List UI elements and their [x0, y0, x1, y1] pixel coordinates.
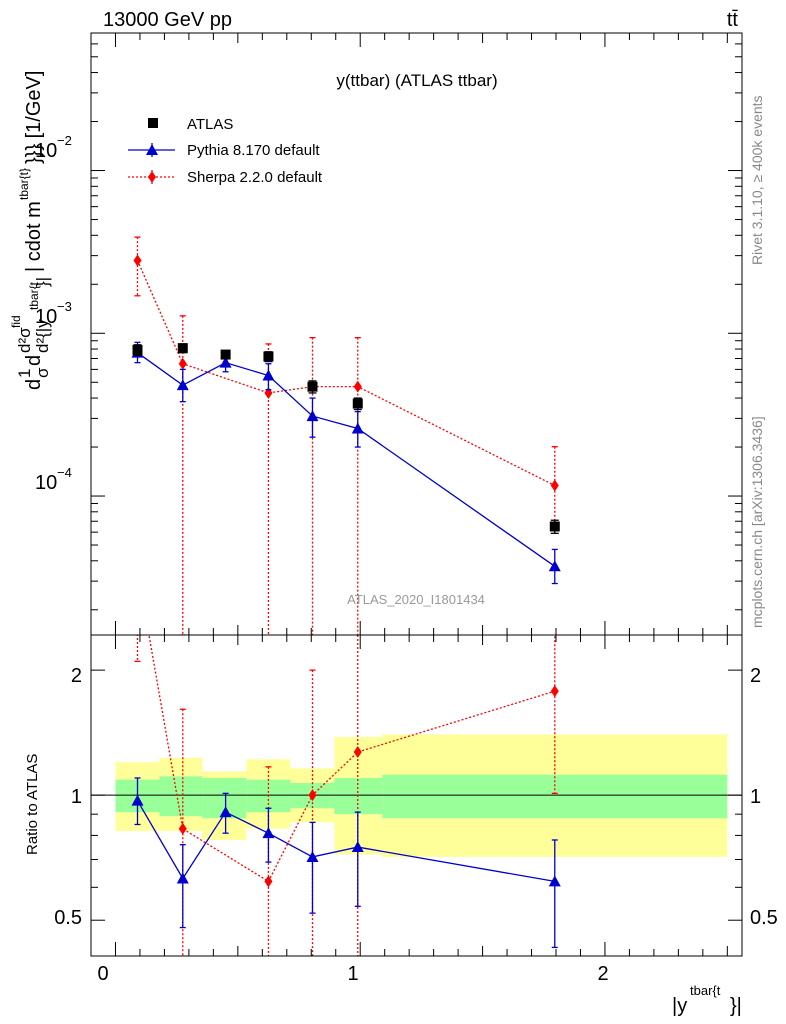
main-sherpa-point	[133, 254, 142, 267]
svg-text:| cdot m: | cdot m	[23, 201, 45, 272]
svg-text:}}} [1/GeV]: }}} [1/GeV]	[23, 71, 45, 164]
process-label: tt̄	[727, 9, 739, 31]
legend: ATLAS Pythia 8.170 default Sherpa 2.2.0 …	[128, 116, 323, 186]
main-pythia-point	[219, 356, 232, 368]
ratio-ytick-label-1: 1	[71, 786, 82, 808]
xtick-label-2: 2	[597, 963, 608, 985]
legend-sherpa-label: Sherpa 2.2.0 default	[187, 169, 323, 186]
svg-text:}|: }|	[33, 277, 52, 287]
ratio-ytick-label-1-right: 1	[750, 786, 761, 808]
ratio-sherpa-line	[148, 635, 555, 883]
main-atlas-point	[177, 343, 188, 354]
svg-text:tbar{t: tbar{t	[690, 983, 721, 998]
svg-text:|y: |y	[672, 995, 687, 1017]
svg-text:d: d	[23, 379, 45, 390]
main-sherpa-point	[353, 380, 362, 393]
ratio-sherpa-point	[178, 822, 187, 835]
main-atlas-point	[220, 349, 231, 360]
ratio-sherpa-point	[308, 789, 317, 802]
legend-atlas-label: ATLAS	[187, 116, 233, 133]
ratio-pythia-point	[548, 875, 561, 887]
ratio-ytick-label-2: 2	[71, 665, 82, 687]
ratio-frame	[90, 634, 743, 957]
main-ytick-label-1e-3: 10 −3	[35, 299, 72, 328]
legend-atlas-marker	[148, 118, 158, 128]
svg-text:−4: −4	[57, 465, 72, 480]
main-series-layer	[131, 236, 561, 635]
svg-text:tbar{t}: tbar{t}	[17, 168, 31, 200]
chart-title: y(ttbar) (ATLAS ttbar)	[336, 71, 497, 90]
legend-pythia-marker	[146, 144, 158, 155]
main-pythia-point	[262, 369, 275, 381]
svg-text:10: 10	[35, 472, 57, 494]
ratio-ytick-label-2-right: 2	[750, 665, 761, 687]
ratio-pythia-point	[351, 841, 364, 853]
svg-text:fid: fid	[9, 315, 23, 328]
main-atlas-point	[549, 521, 560, 532]
main-atlas-point	[132, 344, 143, 355]
ratio-sherpa-point	[550, 685, 559, 698]
legend-pythia-label: Pythia 8.170 default	[187, 142, 320, 159]
ratio-band-inner	[159, 776, 203, 817]
main-atlas-point	[263, 351, 274, 362]
main-ytick-label-1e-4: 10 −4	[35, 465, 72, 494]
svg-text:}|: }|	[730, 995, 742, 1017]
main-pythia-point	[351, 422, 364, 434]
legend-sherpa-marker	[148, 171, 156, 183]
ratio-pythia-point	[306, 850, 319, 862]
main-atlas-point	[352, 398, 363, 409]
ratio-pythia-point	[219, 806, 232, 818]
svg-text:d: d	[23, 355, 45, 366]
ratio-axis-ticks	[90, 635, 742, 956]
svg-text:10: 10	[35, 306, 57, 328]
main-pythia-point	[306, 410, 319, 422]
ratio-y-axis-label: Ratio to ATLAS	[24, 754, 41, 855]
ratio-series-layer	[131, 563, 561, 956]
main-pythia-line	[137, 352, 556, 567]
svg-text:10: 10	[35, 140, 57, 162]
ratio-uncertainty-bands	[115, 734, 728, 857]
main-atlas-point	[307, 381, 318, 392]
source-label: mcplots.cern.ch [arXiv:1306.3436]	[749, 416, 765, 628]
ratio-sherpa-point	[264, 875, 273, 888]
ratio-pythia-point	[262, 827, 275, 839]
main-sherpa-line	[136, 260, 556, 487]
rivet-label: Rivet 3.1.10, ≥ 400k events	[749, 95, 765, 265]
svg-text:−3: −3	[57, 299, 72, 314]
ratio-sherpa-point	[134, 563, 142, 575]
main-y-axis-label: d 1 σ d d²σ fid d²{|y tbar{t }| | cdot m…	[9, 71, 52, 390]
x-axis-label: |y tbar{t }|	[672, 983, 742, 1017]
ratio-sherpa-point	[353, 746, 362, 759]
ratio-ytick-label-0.5-right: 0.5	[750, 907, 778, 929]
svg-text:tbar{t: tbar{t	[27, 281, 41, 310]
main-sherpa-point	[178, 357, 187, 370]
main-sherpa-point	[550, 479, 559, 492]
energy-label: 13000 GeV pp	[103, 9, 232, 31]
svg-text:d²{|y: d²{|y	[33, 319, 52, 353]
main-pythia-point	[176, 379, 189, 391]
ratio-pythia-point	[131, 794, 144, 806]
main-axis-ticks	[90, 32, 742, 635]
xtick-label-0: 0	[97, 963, 108, 985]
svg-text:d²σ: d²σ	[15, 327, 34, 353]
svg-text:σ: σ	[33, 367, 52, 378]
svg-text:1: 1	[15, 369, 34, 378]
watermark: ATLAS_2020_I1801434	[347, 592, 485, 607]
xtick-label-1: 1	[347, 963, 358, 985]
main-ytick-label-1e-2: 10 −2	[35, 133, 72, 162]
svg-text:−2: −2	[57, 133, 72, 148]
main-pythia-point	[548, 560, 561, 572]
ratio-ytick-label-0.5: 0.5	[54, 907, 82, 929]
ratio-pythia-point	[176, 872, 189, 884]
